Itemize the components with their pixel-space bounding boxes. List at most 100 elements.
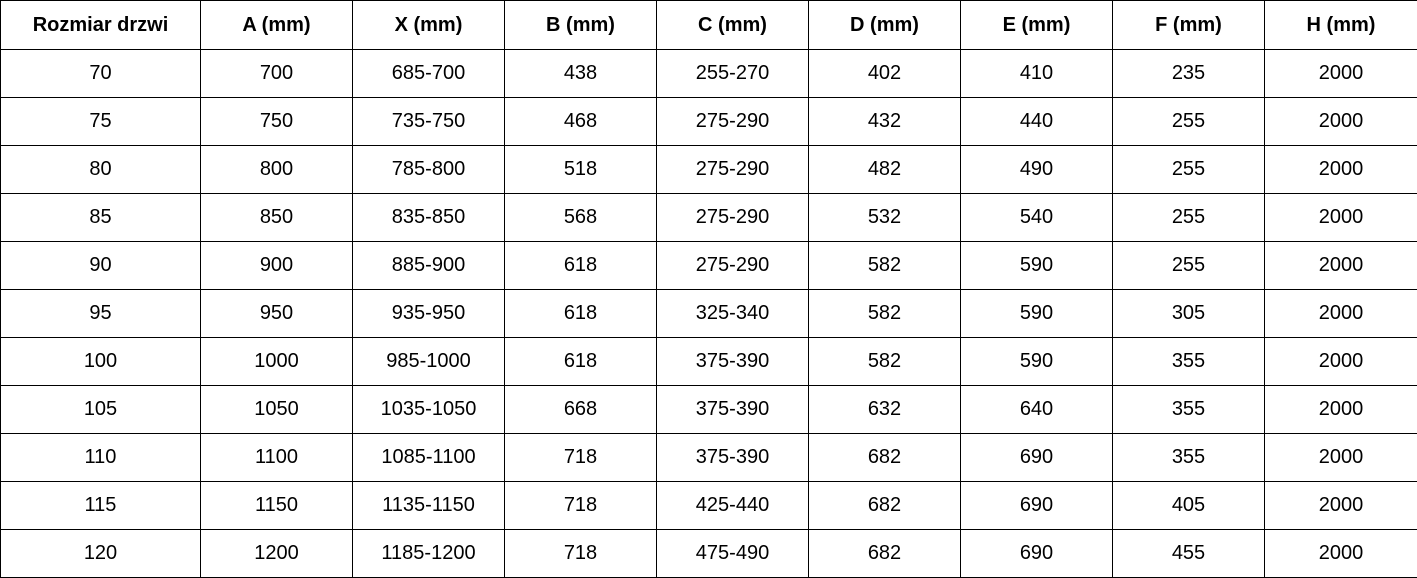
table-cell: 618 <box>505 338 657 386</box>
column-header: A (mm) <box>201 1 353 50</box>
table-cell: 355 <box>1113 434 1265 482</box>
table-cell: 800 <box>201 146 353 194</box>
column-header: X (mm) <box>353 1 505 50</box>
table-cell: 582 <box>809 290 961 338</box>
table-cell: 1085-1100 <box>353 434 505 482</box>
table-cell: 950 <box>201 290 353 338</box>
table-cell: 1035-1050 <box>353 386 505 434</box>
table-cell: 432 <box>809 98 961 146</box>
table-cell: 618 <box>505 290 657 338</box>
table-cell: 835-850 <box>353 194 505 242</box>
table-cell: 255 <box>1113 242 1265 290</box>
table-cell: 1135-1150 <box>353 482 505 530</box>
column-header: D (mm) <box>809 1 961 50</box>
table-cell: 2000 <box>1265 146 1417 194</box>
table-cell: 355 <box>1113 386 1265 434</box>
table-cell: 668 <box>505 386 657 434</box>
table-cell: 590 <box>961 290 1113 338</box>
table-cell: 2000 <box>1265 338 1417 386</box>
table-cell: 490 <box>961 146 1113 194</box>
table-cell: 735-750 <box>353 98 505 146</box>
table-cell: 275-290 <box>657 146 809 194</box>
table-cell: 70 <box>1 50 201 98</box>
table-cell: 80 <box>1 146 201 194</box>
table-cell: 682 <box>809 434 961 482</box>
table-cell: 2000 <box>1265 242 1417 290</box>
table-cell: 690 <box>961 482 1113 530</box>
table-cell: 1000 <box>201 338 353 386</box>
table-cell: 700 <box>201 50 353 98</box>
table-cell: 850 <box>201 194 353 242</box>
table-cell: 690 <box>961 530 1113 578</box>
table-cell: 750 <box>201 98 353 146</box>
table-cell: 685-700 <box>353 50 505 98</box>
table-cell: 105 <box>1 386 201 434</box>
table-cell: 632 <box>809 386 961 434</box>
table-cell: 682 <box>809 482 961 530</box>
table-cell: 255 <box>1113 98 1265 146</box>
table-cell: 275-290 <box>657 98 809 146</box>
table-cell: 255-270 <box>657 50 809 98</box>
table-cell: 375-390 <box>657 434 809 482</box>
table-cell: 532 <box>809 194 961 242</box>
column-header: F (mm) <box>1113 1 1265 50</box>
table-cell: 1150 <box>201 482 353 530</box>
table-cell: 402 <box>809 50 961 98</box>
table-cell: 110 <box>1 434 201 482</box>
table-cell: 2000 <box>1265 50 1417 98</box>
table-cell: 785-800 <box>353 146 505 194</box>
table-cell: 375-390 <box>657 386 809 434</box>
table-cell: 718 <box>505 482 657 530</box>
table-cell: 2000 <box>1265 98 1417 146</box>
table-cell: 935-950 <box>353 290 505 338</box>
table-cell: 885-900 <box>353 242 505 290</box>
table-cell: 2000 <box>1265 290 1417 338</box>
table-cell: 115 <box>1 482 201 530</box>
column-header: Rozmiar drzwi <box>1 1 201 50</box>
table-cell: 518 <box>505 146 657 194</box>
table-cell: 900 <box>201 242 353 290</box>
table-cell: 325-340 <box>657 290 809 338</box>
column-header: E (mm) <box>961 1 1113 50</box>
table-cell: 2000 <box>1265 482 1417 530</box>
table-cell: 682 <box>809 530 961 578</box>
table-cell: 618 <box>505 242 657 290</box>
table-cell: 410 <box>961 50 1113 98</box>
table-cell: 438 <box>505 50 657 98</box>
table-cell: 85 <box>1 194 201 242</box>
table-cell: 2000 <box>1265 386 1417 434</box>
table-cell: 1050 <box>201 386 353 434</box>
table-cell: 235 <box>1113 50 1265 98</box>
table-cell: 425-440 <box>657 482 809 530</box>
table-cell: 90 <box>1 242 201 290</box>
table-cell: 2000 <box>1265 434 1417 482</box>
table-cell: 540 <box>961 194 1113 242</box>
table-cell: 718 <box>505 530 657 578</box>
table-cell: 640 <box>961 386 1113 434</box>
table-cell: 95 <box>1 290 201 338</box>
table-cell: 582 <box>809 242 961 290</box>
table-cell: 568 <box>505 194 657 242</box>
table-cell: 1200 <box>201 530 353 578</box>
table-cell: 718 <box>505 434 657 482</box>
table-cell: 275-290 <box>657 194 809 242</box>
column-header: H (mm) <box>1265 1 1417 50</box>
table-cell: 1100 <box>201 434 353 482</box>
table-cell: 2000 <box>1265 530 1417 578</box>
table-cell: 590 <box>961 338 1113 386</box>
table-cell: 120 <box>1 530 201 578</box>
table-cell: 2000 <box>1265 194 1417 242</box>
table-cell: 985-1000 <box>353 338 505 386</box>
